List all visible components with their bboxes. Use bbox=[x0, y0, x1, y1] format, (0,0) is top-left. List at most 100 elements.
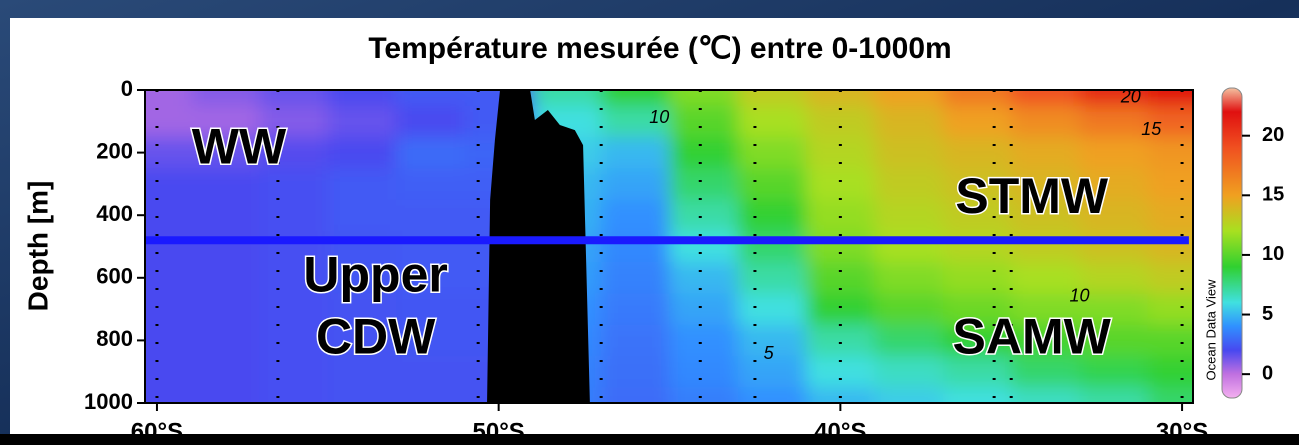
field-cell bbox=[737, 168, 808, 201]
field-cell bbox=[259, 136, 329, 170]
field-cell bbox=[1079, 356, 1149, 389]
field-cell bbox=[1011, 90, 1081, 107]
field-cell bbox=[942, 356, 1013, 389]
field-cell bbox=[806, 387, 876, 403]
field-cell bbox=[396, 168, 466, 201]
field-cell bbox=[737, 356, 808, 389]
field-cell bbox=[1079, 230, 1149, 264]
field-cell bbox=[327, 262, 398, 295]
field-cell bbox=[874, 387, 944, 403]
bottom-bar bbox=[0, 434, 1299, 445]
field-cell bbox=[874, 136, 944, 170]
field-cell bbox=[327, 90, 398, 107]
field-cell bbox=[874, 105, 944, 138]
field-cell bbox=[1147, 387, 1193, 403]
field-cell bbox=[874, 230, 944, 264]
field-cell bbox=[806, 168, 876, 201]
field-cell bbox=[1147, 199, 1193, 232]
field-cell bbox=[259, 90, 329, 107]
field-cell bbox=[601, 356, 671, 389]
field-cell bbox=[601, 136, 671, 170]
field-cell bbox=[874, 293, 944, 326]
field-cell bbox=[145, 324, 193, 358]
colorbar-tick-label: 20 bbox=[1262, 124, 1284, 146]
field-cell bbox=[191, 324, 261, 358]
field-cell bbox=[942, 90, 1013, 107]
water-mass-label: CDW bbox=[316, 308, 436, 364]
field-cell bbox=[1147, 293, 1193, 326]
field-cell bbox=[1147, 90, 1193, 107]
field-cell bbox=[806, 90, 876, 107]
field-cell bbox=[737, 324, 808, 358]
contour-label: 10 bbox=[649, 107, 669, 127]
field-cell bbox=[806, 230, 876, 264]
water-mass-label: STMW bbox=[955, 168, 1109, 224]
field-cell bbox=[1147, 230, 1193, 264]
field-cell bbox=[942, 324, 1013, 358]
field-cell bbox=[737, 230, 808, 264]
field-cell bbox=[1147, 136, 1193, 170]
field-cell bbox=[874, 262, 944, 295]
field-cell bbox=[327, 199, 398, 232]
field-cell bbox=[191, 136, 261, 170]
field-cell bbox=[396, 293, 466, 326]
field-cell bbox=[806, 105, 876, 138]
field-cell bbox=[396, 90, 466, 107]
field-cell bbox=[327, 324, 398, 358]
colorbar-label: Ocean Data View bbox=[1203, 279, 1218, 381]
field-cell bbox=[737, 90, 808, 107]
field-cell bbox=[601, 168, 671, 201]
field-cell bbox=[601, 90, 671, 107]
field-cell bbox=[396, 230, 466, 264]
field-cell bbox=[396, 262, 466, 295]
field-cell bbox=[327, 387, 398, 403]
field-cell bbox=[145, 136, 193, 170]
field-cell bbox=[874, 199, 944, 232]
field-cell bbox=[145, 387, 193, 403]
field-cell bbox=[259, 356, 329, 389]
field-cell bbox=[1011, 262, 1081, 295]
field-cell bbox=[874, 90, 944, 107]
field-cell bbox=[1011, 387, 1081, 403]
field-cell bbox=[145, 356, 193, 389]
field-cell bbox=[737, 136, 808, 170]
field-cell bbox=[145, 105, 193, 138]
field-cell bbox=[669, 262, 739, 295]
field-cell bbox=[259, 230, 329, 264]
field-cell bbox=[669, 90, 739, 107]
field-cell bbox=[874, 356, 944, 389]
contour-label: 15 bbox=[1141, 119, 1162, 139]
field-cell bbox=[601, 387, 671, 403]
field-cell bbox=[396, 387, 466, 403]
field-cell bbox=[327, 230, 398, 264]
field-cell bbox=[737, 387, 808, 403]
field-cell bbox=[396, 324, 466, 358]
field-cell bbox=[1079, 90, 1149, 107]
field-cell bbox=[942, 136, 1013, 170]
field-cell bbox=[1011, 293, 1081, 326]
field-cell bbox=[1079, 293, 1149, 326]
field-cell bbox=[601, 105, 671, 138]
field-cell bbox=[259, 324, 329, 358]
field-cell bbox=[601, 262, 671, 295]
field-cell bbox=[942, 387, 1013, 403]
field-cell bbox=[327, 105, 398, 138]
field-cell bbox=[874, 168, 944, 201]
field-cell bbox=[1079, 387, 1149, 403]
chart-title: Température mesurée (℃) entre 0-1000m bbox=[368, 32, 951, 65]
field-cell bbox=[396, 199, 466, 232]
field-cell bbox=[669, 136, 739, 170]
field-cell bbox=[259, 199, 329, 232]
field-cell bbox=[191, 356, 261, 389]
water-mass-label: Upper bbox=[303, 246, 447, 302]
field-cell bbox=[942, 230, 1013, 264]
y-tick-label: 800 bbox=[96, 326, 133, 351]
colorbar bbox=[1221, 87, 1243, 399]
colorbar-tick-label: 5 bbox=[1262, 303, 1273, 325]
field-cell bbox=[669, 168, 739, 201]
field-cell bbox=[145, 230, 193, 264]
field-cell bbox=[806, 324, 876, 358]
